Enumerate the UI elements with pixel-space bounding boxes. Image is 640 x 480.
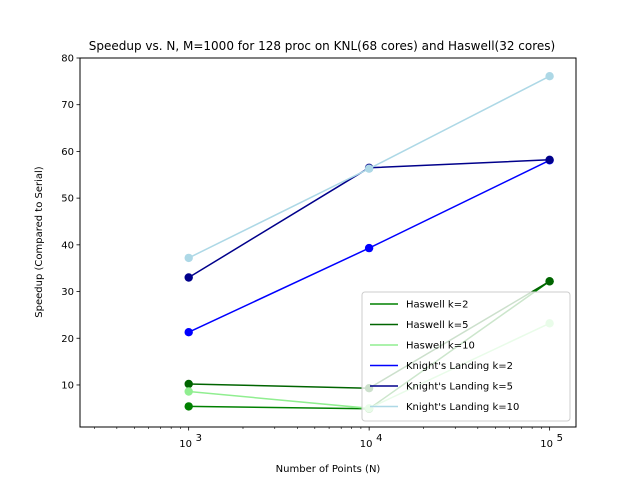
legend-label-3: Knight's Landing k=2 [406,361,513,372]
x-tick-exponent-2: 5 [557,433,563,444]
x-tick-label-0: 10 [179,439,192,450]
x-tick-exponent-1: 4 [376,433,382,444]
x-tick-label-1: 10 [360,439,373,450]
legend-label-0: Haswell k=2 [406,300,468,311]
y-tick-label-2: 30 [61,287,74,298]
y-tick-label-3: 40 [61,240,74,251]
legend-label-5: Knight's Landing k=10 [406,402,519,413]
legend-label-1: Haswell k=5 [406,320,468,331]
legend: Haswell k=2 Haswell k=5 Haswell k=10 Knight… [361,291,571,422]
data-point-1-2 [545,277,554,286]
y-tick-label-1: 20 [61,334,74,345]
y-tick-label-5: 60 [61,147,74,158]
data-point-5-0 [184,253,193,263]
data-point-5-1 [364,164,374,173]
y-tick-label-0: 10 [61,380,74,391]
data-point-3-1 [364,243,374,253]
y-tick-label-4: 50 [61,194,74,205]
data-point-0-0 [184,402,193,411]
data-point-2-0 [184,387,193,396]
x-tick-exponent-0: 3 [196,433,202,444]
y-tick-label-7: 80 [61,54,74,65]
data-point-4-2 [545,155,554,164]
y-tick-label-6: 70 [61,100,74,111]
legend-label-2: Haswell k=10 [406,341,475,352]
x-axis-label: Number of Points (N) [276,464,381,475]
data-point-1-0 [184,379,193,389]
data-point-5-2 [545,72,554,81]
legend-label-4: Knight's Landing k=5 [406,382,513,393]
legend-box [361,291,571,422]
plot-frame [79,57,577,428]
x-tick-label-2: 10 [540,439,553,450]
data-point-4-0 [184,273,193,282]
y-axis-label: Speedup (Compared to Serial) [34,166,45,318]
series-line-4 [188,159,550,279]
chart-title: Speedup vs. N, M=1000 for 128 proc on KN… [89,39,555,53]
data-point-3-0 [184,328,193,337]
